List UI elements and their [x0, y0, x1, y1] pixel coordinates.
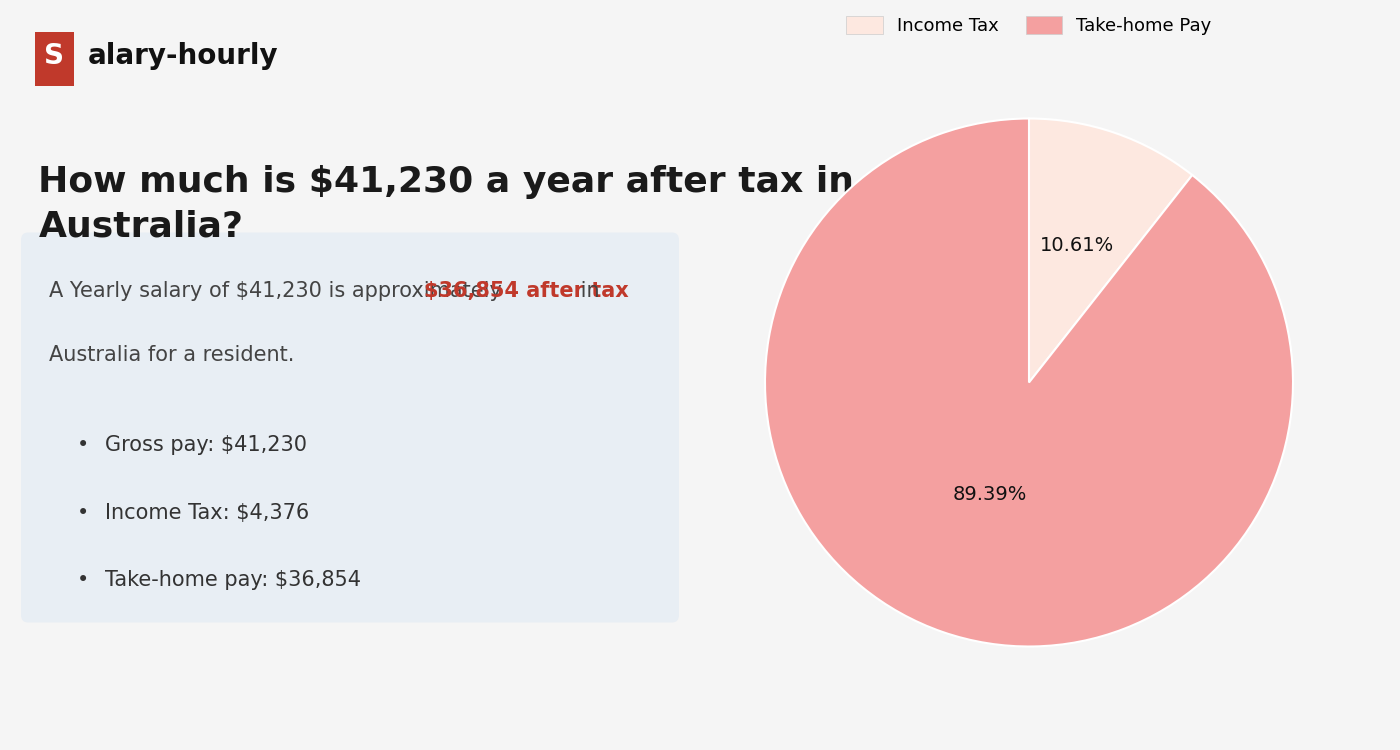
Text: A Yearly salary of $41,230 is approximately: A Yearly salary of $41,230 is approximat… — [49, 281, 508, 302]
Legend: Income Tax, Take-home Pay: Income Tax, Take-home Pay — [839, 9, 1219, 43]
Text: alary-hourly: alary-hourly — [87, 42, 279, 70]
Text: Income Tax: $4,376: Income Tax: $4,376 — [105, 503, 309, 523]
FancyBboxPatch shape — [35, 32, 73, 86]
Text: Take-home pay: $36,854: Take-home pay: $36,854 — [105, 570, 361, 590]
Wedge shape — [1029, 118, 1193, 382]
Text: •: • — [77, 503, 90, 523]
FancyBboxPatch shape — [21, 232, 679, 622]
Text: $36,854 after tax: $36,854 after tax — [423, 281, 629, 302]
Text: S: S — [43, 42, 64, 70]
Text: 89.39%: 89.39% — [953, 485, 1028, 504]
Text: •: • — [77, 570, 90, 590]
Text: Gross pay: $41,230: Gross pay: $41,230 — [105, 435, 307, 455]
Text: Australia for a resident.: Australia for a resident. — [49, 345, 294, 365]
Text: 10.61%: 10.61% — [1039, 236, 1113, 255]
Text: How much is $41,230 a year after tax in
Australia?: How much is $41,230 a year after tax in … — [39, 165, 854, 244]
Text: •: • — [77, 435, 90, 455]
Text: in: in — [574, 281, 599, 302]
Wedge shape — [764, 118, 1294, 646]
